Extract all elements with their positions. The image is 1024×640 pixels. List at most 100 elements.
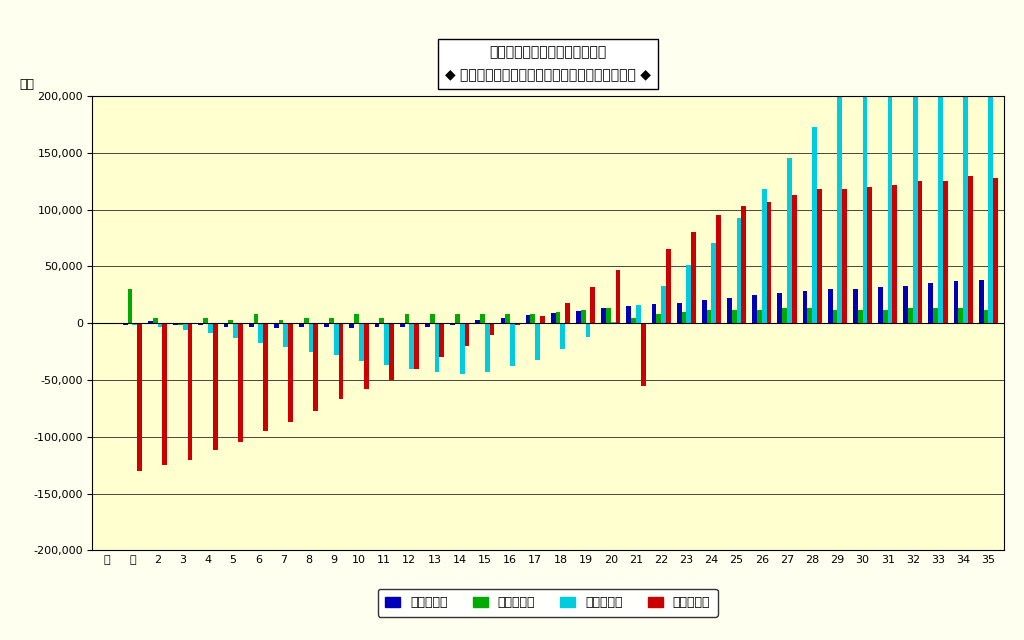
Bar: [827, 289, 833, 323]
Bar: [334, 323, 339, 355]
Bar: [132, 323, 137, 326]
Bar: [510, 323, 515, 366]
Bar: [686, 265, 691, 323]
Bar: [451, 323, 455, 326]
Bar: [536, 323, 540, 360]
Bar: [641, 323, 645, 386]
Bar: [339, 323, 343, 399]
Bar: [279, 320, 284, 323]
Bar: [636, 305, 641, 323]
Bar: [787, 159, 792, 323]
Bar: [434, 323, 439, 372]
Bar: [489, 323, 495, 335]
Bar: [581, 310, 586, 323]
Bar: [803, 291, 807, 323]
Bar: [601, 308, 606, 323]
Bar: [384, 323, 389, 365]
Bar: [577, 310, 581, 323]
Bar: [540, 316, 545, 323]
Bar: [610, 322, 615, 323]
Bar: [627, 306, 631, 323]
Bar: [163, 323, 167, 465]
Bar: [375, 323, 380, 326]
Bar: [148, 321, 153, 323]
Bar: [807, 308, 812, 323]
Title: 【建設投資シミュレーション】
◆ 投資による利益と資金収支の推移をご覧下さい ◆: 【建設投資シミュレーション】 ◆ 投資による利益と資金収支の推移をご覧下さい ◆: [444, 45, 651, 83]
Bar: [979, 280, 984, 323]
Bar: [701, 300, 707, 323]
Bar: [929, 284, 933, 323]
Bar: [530, 314, 536, 323]
Bar: [364, 323, 369, 389]
Bar: [404, 314, 410, 323]
Bar: [349, 323, 354, 328]
Bar: [223, 323, 228, 326]
Bar: [399, 323, 404, 326]
Bar: [712, 243, 716, 323]
Bar: [254, 314, 258, 323]
Bar: [460, 323, 465, 374]
Bar: [515, 323, 519, 326]
Bar: [425, 323, 430, 326]
Bar: [238, 323, 243, 442]
Bar: [505, 314, 510, 323]
Bar: [879, 287, 883, 323]
Bar: [651, 304, 656, 323]
Bar: [853, 289, 858, 323]
Bar: [757, 310, 762, 323]
Bar: [304, 317, 308, 323]
Bar: [777, 292, 782, 323]
Bar: [380, 317, 384, 323]
Bar: [178, 323, 183, 326]
Bar: [958, 308, 964, 323]
Bar: [662, 285, 666, 323]
Bar: [308, 323, 313, 351]
Bar: [792, 195, 797, 323]
Bar: [128, 289, 132, 323]
Bar: [485, 323, 489, 372]
Bar: [228, 320, 233, 323]
Bar: [258, 323, 263, 342]
Bar: [274, 323, 279, 328]
Bar: [551, 313, 556, 323]
Bar: [501, 317, 505, 323]
Bar: [153, 317, 158, 323]
Bar: [560, 323, 565, 349]
Bar: [199, 323, 203, 326]
Bar: [325, 323, 329, 326]
Bar: [414, 323, 419, 369]
Bar: [993, 178, 998, 323]
Bar: [480, 314, 485, 323]
Bar: [284, 323, 289, 347]
Bar: [465, 323, 469, 346]
Bar: [354, 314, 359, 323]
Bar: [862, 58, 867, 323]
Bar: [677, 303, 682, 323]
Bar: [233, 323, 238, 338]
Bar: [753, 295, 757, 323]
Bar: [123, 323, 128, 326]
Bar: [439, 323, 444, 357]
Bar: [299, 323, 304, 326]
Bar: [158, 323, 163, 326]
Bar: [867, 187, 872, 323]
Bar: [475, 320, 480, 323]
Text: 千円: 千円: [19, 79, 34, 92]
Bar: [591, 287, 595, 323]
Bar: [817, 189, 821, 323]
Legend: 当年利益額, 当年収支額, 累積利益額, 累積収支額: 当年利益額, 当年収支額, 累積利益額, 累積収支額: [378, 589, 718, 617]
Bar: [741, 206, 746, 323]
Bar: [183, 323, 187, 330]
Bar: [656, 314, 662, 323]
Bar: [606, 308, 610, 323]
Bar: [883, 310, 888, 323]
Bar: [556, 312, 560, 323]
Bar: [968, 175, 973, 323]
Bar: [762, 189, 767, 323]
Bar: [263, 323, 268, 431]
Bar: [682, 312, 686, 323]
Bar: [565, 303, 570, 323]
Bar: [893, 184, 897, 323]
Bar: [249, 323, 254, 326]
Bar: [933, 308, 938, 323]
